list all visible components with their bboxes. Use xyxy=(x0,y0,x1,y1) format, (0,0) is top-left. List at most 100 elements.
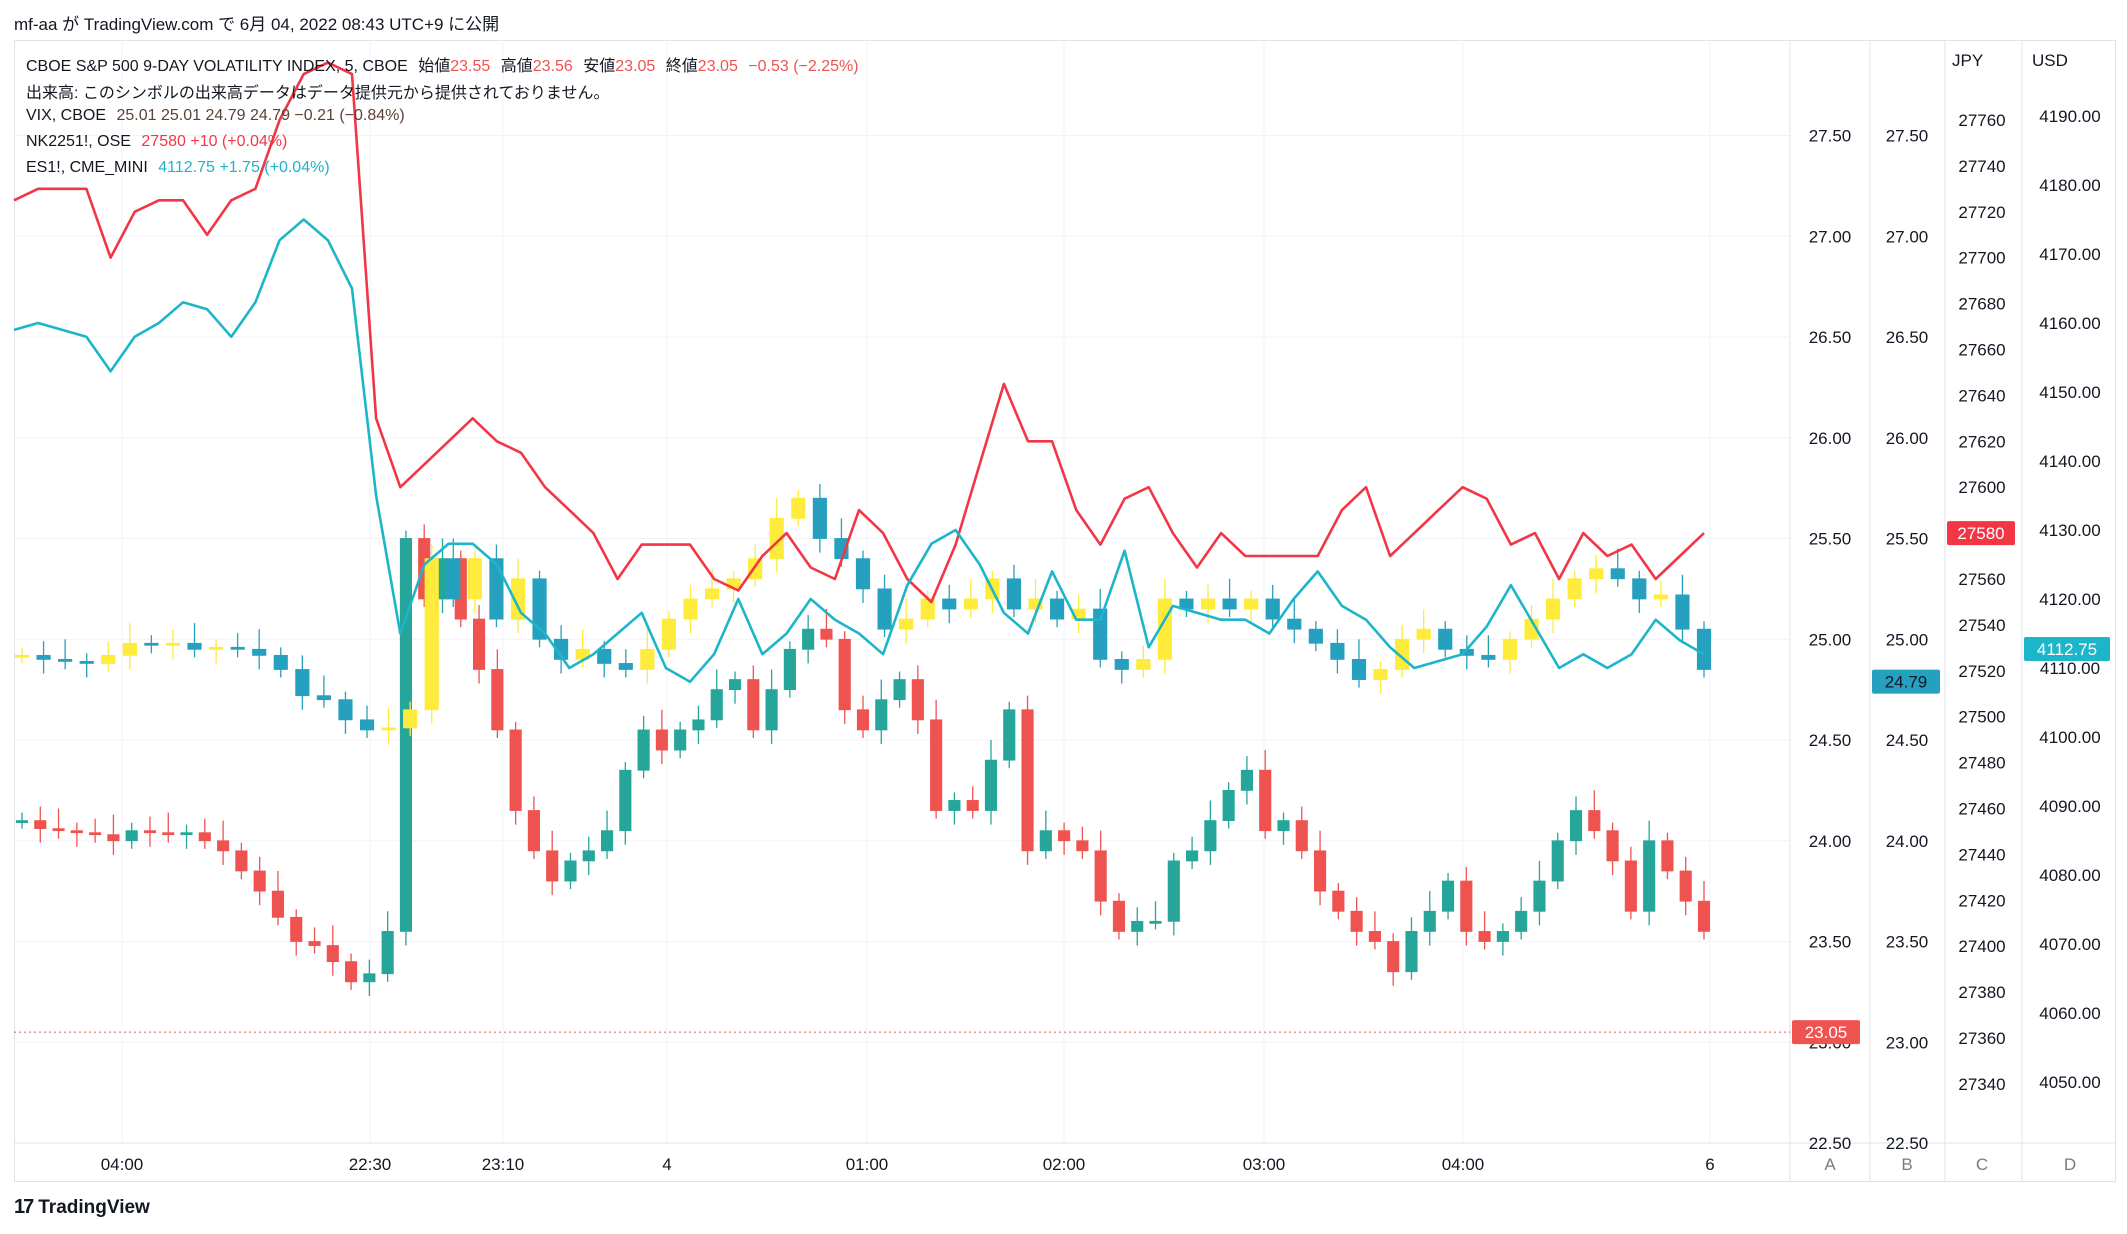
vix9d-candle xyxy=(1551,840,1564,882)
vix9d-candle xyxy=(582,850,595,862)
vix-candle xyxy=(1114,659,1129,670)
legend-nk-values: 27580 +10 (+0.04%) xyxy=(141,133,288,150)
vix9d-candle xyxy=(1204,820,1217,852)
time-axis-label: 04:00 xyxy=(1442,1155,1485,1174)
vix9d-candle xyxy=(271,890,285,918)
vix9d-candle xyxy=(1003,709,1016,761)
scale-a-tick: 23.50 xyxy=(1809,933,1852,952)
scale-b-tick: 26.00 xyxy=(1886,429,1929,448)
scale-d-tick: 4180.00 xyxy=(2039,176,2100,195)
vix9d-candle xyxy=(509,729,522,811)
vix9d-candle xyxy=(637,729,650,771)
vix-candle xyxy=(273,654,288,670)
scale-button-d[interactable]: D xyxy=(2064,1155,2076,1174)
vix-candle xyxy=(1438,628,1453,650)
vix-candle xyxy=(359,719,375,731)
scale-d-tick: 4190.00 xyxy=(2039,107,2100,126)
legend-vix[interactable]: VIX, CBOE 25.01 25.01 24.79 24.79 −0.21 … xyxy=(26,107,411,125)
vix9d-candle xyxy=(802,628,815,650)
legend-close-label: 終値 xyxy=(665,58,698,75)
vix9d-candle xyxy=(162,832,175,836)
vix-candle xyxy=(1049,598,1065,620)
vix-candle xyxy=(446,558,461,600)
vix9d-candle xyxy=(783,648,796,691)
vix-candle xyxy=(316,695,331,701)
vix-candle xyxy=(1610,568,1625,580)
scale-button-b[interactable]: B xyxy=(1901,1155,1912,1174)
vix-candle xyxy=(963,598,978,610)
vix9d-candle xyxy=(399,538,413,932)
vix9d-candle xyxy=(308,941,321,946)
scale-b-tick: 24.50 xyxy=(1886,731,1929,750)
vix9d-candle xyxy=(1496,931,1509,942)
scale-c-tick: 27640 xyxy=(1958,386,2005,405)
time-axis-label: 4 xyxy=(662,1155,671,1174)
vix9d-candle xyxy=(1460,880,1473,932)
legend-es[interactable]: ES1!, CME_MINI 4112.75 +1.75 (+0.04%) xyxy=(26,159,336,177)
vix9d-candle xyxy=(1186,850,1199,862)
scale-c-tick: 27560 xyxy=(1958,570,2005,589)
footer-brand[interactable]: 17 TradingView xyxy=(14,1196,150,1219)
vix9d-candle xyxy=(1441,880,1455,912)
vix9d-candle xyxy=(1423,910,1436,932)
vix9d-candle xyxy=(290,916,303,942)
vix9d-candle xyxy=(1387,941,1400,973)
scale-b-tick: 26.50 xyxy=(1886,328,1929,347)
scale-b-tick: 23.50 xyxy=(1886,933,1929,952)
vix-candle xyxy=(295,669,310,697)
vix9d-candle xyxy=(345,961,358,983)
vix9d-candle xyxy=(491,669,504,731)
scale-button-c[interactable]: C xyxy=(1976,1155,1988,1174)
time-axis-label: 6 xyxy=(1705,1155,1714,1174)
scale-d-tick: 4070.00 xyxy=(2039,935,2100,954)
scale-c-tick: 27400 xyxy=(1958,937,2005,956)
nk-line-path xyxy=(13,61,1705,604)
scale-d-tick: 4110.00 xyxy=(2040,659,2100,678)
legend-open-value: 23.55 xyxy=(450,58,491,75)
vix-candle xyxy=(532,578,547,640)
vix-candle xyxy=(101,654,116,664)
scale-d-tick: 4170.00 xyxy=(2039,245,2100,264)
vix-candle xyxy=(1632,578,1647,600)
axes: 27.50 27.00 26.50 26.00 25.50 25.00 24.50 24.00… xyxy=(14,40,2116,1182)
vix9d-candles xyxy=(15,524,1711,996)
legend-vix-values: 25.01 25.01 24.79 24.79 −0.21 (−0.84%) xyxy=(116,107,405,124)
footer-brand-label: TradingView xyxy=(38,1196,150,1218)
vix9d-candle xyxy=(1313,850,1327,892)
legend-main-name: CBOE S&P 500 9-DAY VOLATILITY INDEX, 5, … xyxy=(26,58,408,75)
time-axis-label: 01:00 xyxy=(846,1155,889,1174)
legend-nk[interactable]: NK2251!, OSE 27580 +10 (+0.04%) xyxy=(26,133,293,151)
scale-a-tick: 27.00 xyxy=(1809,227,1852,246)
scale-a-tick: 27.50 xyxy=(1809,127,1852,146)
vix-candle xyxy=(618,663,633,670)
vix-candle xyxy=(899,618,914,630)
chart-frame[interactable] xyxy=(14,40,2116,1182)
vix9d-candle xyxy=(893,679,906,701)
vix-candle xyxy=(1502,638,1518,660)
vix-candle xyxy=(338,699,353,721)
grid xyxy=(14,40,1790,1144)
vix9d-candle xyxy=(1569,810,1583,842)
scale-button-a[interactable]: A xyxy=(1824,1155,1836,1174)
scale-d-tick: 4090.00 xyxy=(2039,797,2100,816)
vix-candle xyxy=(14,654,30,658)
vix9d-candle xyxy=(70,830,83,834)
vix-candle xyxy=(208,646,224,650)
scale-b-tick: 27.00 xyxy=(1886,227,1929,246)
scale-a-tick: 26.50 xyxy=(1809,328,1852,347)
price-tag-es: 4112.75 xyxy=(2037,640,2097,659)
vix9d-candle xyxy=(52,828,65,832)
vix9d-candle xyxy=(34,820,47,830)
vix9d-candle xyxy=(747,679,760,731)
vix-candle xyxy=(1200,598,1216,610)
vix-candle xyxy=(510,578,526,620)
legend-main[interactable]: CBOE S&P 500 9-DAY VOLATILITY INDEX, 5, … xyxy=(26,52,865,76)
vix9d-candle xyxy=(966,800,979,811)
vix9d-candle xyxy=(15,820,29,823)
vix-candle xyxy=(1416,628,1431,640)
scale-c-tick: 27500 xyxy=(1958,708,2005,727)
time-axis-label: 03:00 xyxy=(1243,1155,1286,1174)
vix9d-candle xyxy=(1624,860,1637,912)
vix-candle xyxy=(855,558,871,590)
